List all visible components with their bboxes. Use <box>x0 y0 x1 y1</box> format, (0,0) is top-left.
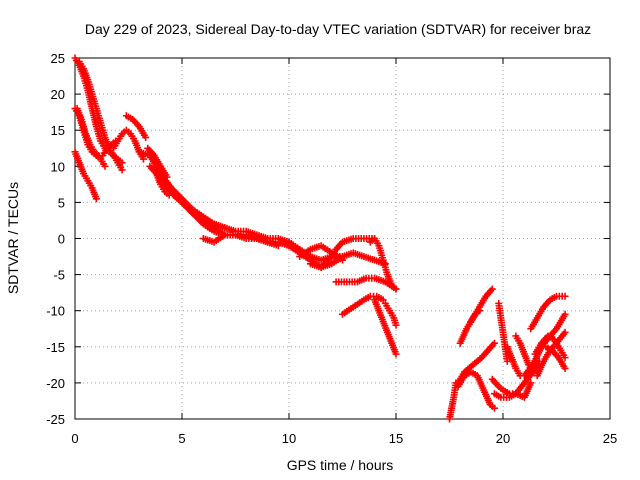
series-track-33 <box>520 310 569 380</box>
data-point <box>527 379 535 387</box>
data-point <box>379 296 387 304</box>
x-tick-label: 5 <box>178 431 185 446</box>
y-axis-label: SDTVAR / TECUs <box>5 182 21 294</box>
y-tick-label: 25 <box>51 51 65 66</box>
y-tick-label: 10 <box>51 159 65 174</box>
data-point <box>163 173 171 181</box>
series-track-2 <box>75 58 126 174</box>
series-track-4 <box>71 148 100 203</box>
data-points <box>71 54 569 423</box>
x-tick-label: 20 <box>496 431 510 446</box>
series-track-13 <box>199 231 282 250</box>
data-point <box>561 310 569 318</box>
x-tick-label: 25 <box>603 431 617 446</box>
series-track-25 <box>454 368 498 412</box>
data-point <box>503 357 511 365</box>
y-tick-label: 20 <box>51 87 65 102</box>
series-track-17 <box>306 253 346 271</box>
series-track-5 <box>71 105 109 170</box>
data-point <box>392 350 400 358</box>
x-tick-label: 0 <box>71 431 78 446</box>
series-track-24 <box>454 339 498 387</box>
data-point <box>339 253 346 261</box>
data-point <box>488 285 496 293</box>
x-tick-label: 15 <box>389 431 403 446</box>
data-point <box>561 364 569 372</box>
data-point <box>561 328 569 336</box>
y-tick-label: -25 <box>46 412 65 427</box>
x-tick-label: 10 <box>282 431 296 446</box>
tick-labels: 0 5 10 15 20 25 -25 -20 -15 -10 -5 0 5 10 15 20 25 <box>46 51 617 446</box>
series-track-7 <box>122 112 150 141</box>
data-point <box>92 195 100 203</box>
y-tick-label: -10 <box>46 304 65 319</box>
y-tick-label: 5 <box>58 195 65 210</box>
y-tick-label: 15 <box>51 123 65 138</box>
data-point <box>490 404 498 412</box>
grid-lines <box>75 58 610 419</box>
data-point <box>490 339 498 347</box>
series-track-20 <box>366 235 400 293</box>
data-point <box>561 292 569 300</box>
data-point <box>392 321 400 329</box>
series-track-27 <box>467 307 483 326</box>
series-track-37 <box>542 343 569 372</box>
y-tick-label: -5 <box>53 268 65 283</box>
data-point <box>392 285 400 293</box>
chart-title: Day 229 of 2023, Sidereal Day-to-day VTE… <box>85 21 591 37</box>
y-tick-label: -20 <box>46 376 65 391</box>
series-track-22 <box>381 299 400 329</box>
data-point <box>475 307 483 315</box>
y-tick-label: 0 <box>58 232 65 247</box>
series-track-21 <box>371 296 400 358</box>
y-tick-label: -15 <box>46 340 65 355</box>
data-point <box>142 133 150 141</box>
series-track-34 <box>527 292 569 333</box>
series-track-19 <box>339 292 387 318</box>
data-point <box>274 242 282 250</box>
x-axis-label: GPS time / hours <box>287 457 394 473</box>
data-point <box>118 166 126 174</box>
data-point <box>561 354 569 362</box>
series-track-9 <box>144 144 171 181</box>
data-point <box>101 162 109 170</box>
